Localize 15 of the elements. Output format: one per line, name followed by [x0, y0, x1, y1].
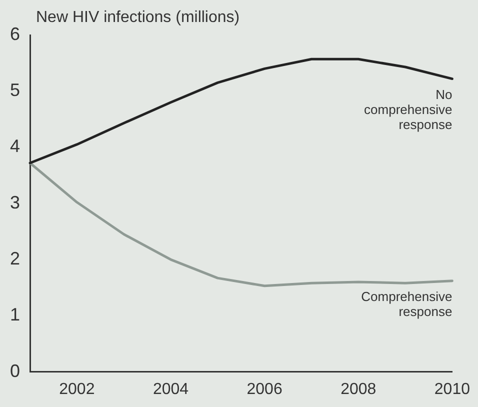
x-tick-label: 2002: [59, 380, 95, 398]
y-tick-label: 5: [10, 80, 20, 100]
x-tick-label: 2006: [246, 380, 282, 398]
x-tick-label: 2008: [340, 380, 376, 398]
y-tick-label: 0: [10, 360, 20, 381]
x-tick-label: 2010: [434, 380, 470, 398]
y-tick-label: 3: [10, 192, 20, 212]
y-tick-label: 4: [10, 136, 20, 156]
series-label: Comprehensive response: [361, 288, 452, 319]
y-tick-label: 1: [10, 304, 20, 325]
y-axis-title: New HIV infections (millions): [36, 9, 240, 26]
series-label: No comprehensive response: [364, 86, 452, 132]
y-tick-label: 6: [10, 24, 20, 44]
y-tick-label: 2: [10, 248, 20, 268]
x-tick-label: 2004: [152, 380, 189, 398]
